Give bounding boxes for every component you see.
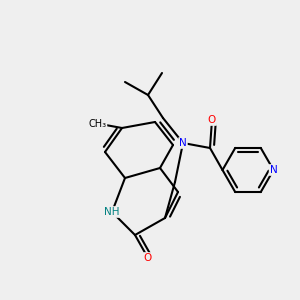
Text: CH₃: CH₃: [88, 118, 106, 128]
Text: N: N: [270, 165, 278, 175]
Text: NH: NH: [104, 207, 120, 217]
Text: O: O: [144, 253, 152, 263]
Text: O: O: [208, 115, 216, 125]
Text: N: N: [179, 138, 187, 148]
